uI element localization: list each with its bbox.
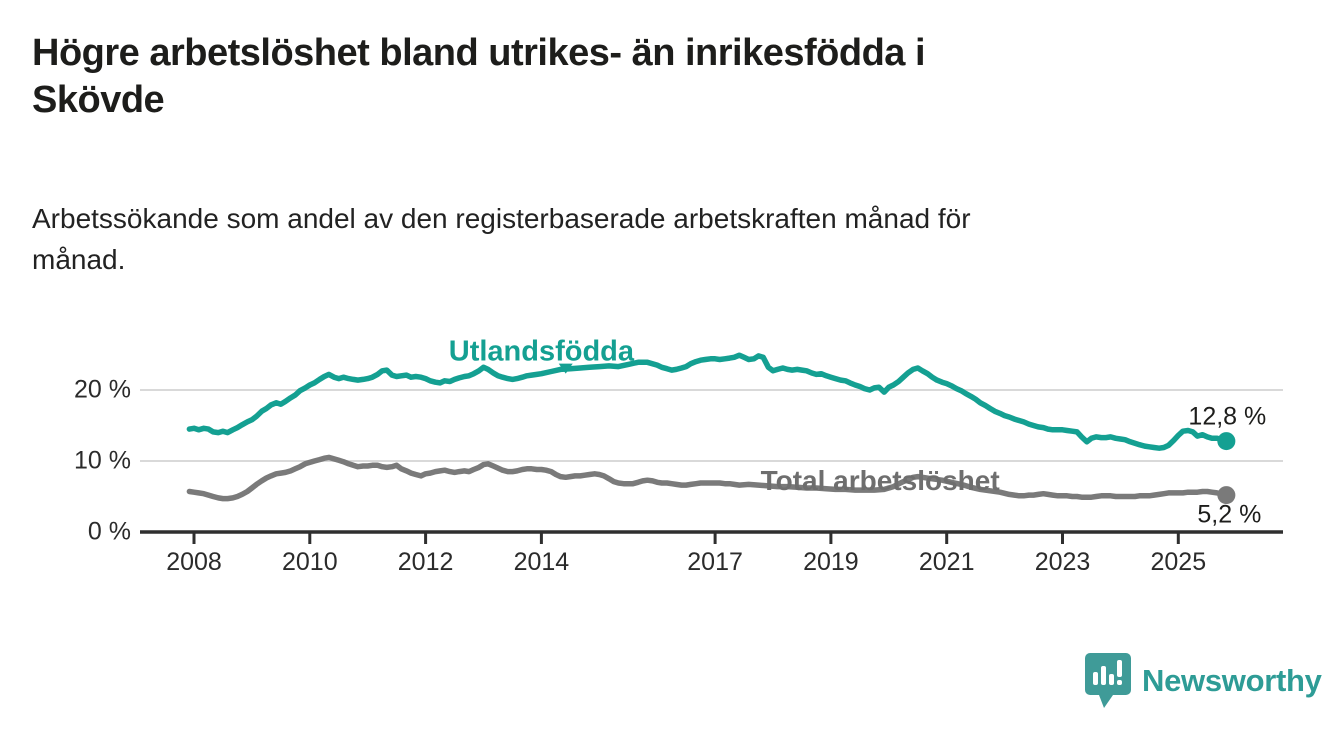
chart-subtitle-line1: Arbetssökande som andel av den registerb… (32, 203, 971, 234)
series-end-dot-0 (1217, 432, 1236, 451)
page-title-line2: Skövde (32, 79, 165, 121)
series-line-1 (186, 454, 1230, 502)
newsworthy-logo: Newsworthy (1085, 653, 1322, 709)
newsworthy-logo-text: Newsworthy (1142, 663, 1322, 698)
chart-subtitle: Arbetssökande som andel av den registerb… (32, 198, 1272, 280)
page-title: Högre arbetslöshet bland utrikes- än inr… (32, 30, 1292, 124)
series-line-0 (186, 352, 1230, 451)
series-end-dot-1 (1217, 486, 1236, 505)
series-label-arrow-icon (558, 363, 573, 374)
newsworthy-logo-icon (1085, 653, 1131, 708)
chart-subtitle-line2: månad. (32, 244, 126, 275)
page-title-line1: Högre arbetslöshet bland utrikes- än inr… (32, 32, 926, 74)
